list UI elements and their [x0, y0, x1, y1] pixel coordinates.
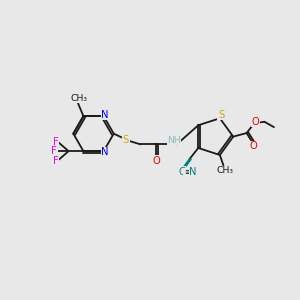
- Text: NH: NH: [167, 136, 181, 145]
- Text: F: F: [53, 136, 59, 147]
- Text: CH₃: CH₃: [216, 166, 233, 175]
- Text: N: N: [189, 167, 197, 177]
- Text: N: N: [101, 110, 109, 120]
- Text: O: O: [250, 141, 258, 152]
- Text: ≡: ≡: [184, 168, 191, 177]
- Text: S: S: [123, 135, 129, 145]
- Text: S: S: [218, 110, 224, 120]
- Text: O: O: [252, 117, 260, 127]
- Text: F: F: [51, 146, 57, 156]
- Text: N: N: [101, 147, 109, 157]
- Text: F: F: [53, 156, 59, 166]
- Text: C: C: [179, 167, 186, 177]
- Text: O: O: [152, 156, 160, 166]
- Text: CH₃: CH₃: [70, 94, 88, 103]
